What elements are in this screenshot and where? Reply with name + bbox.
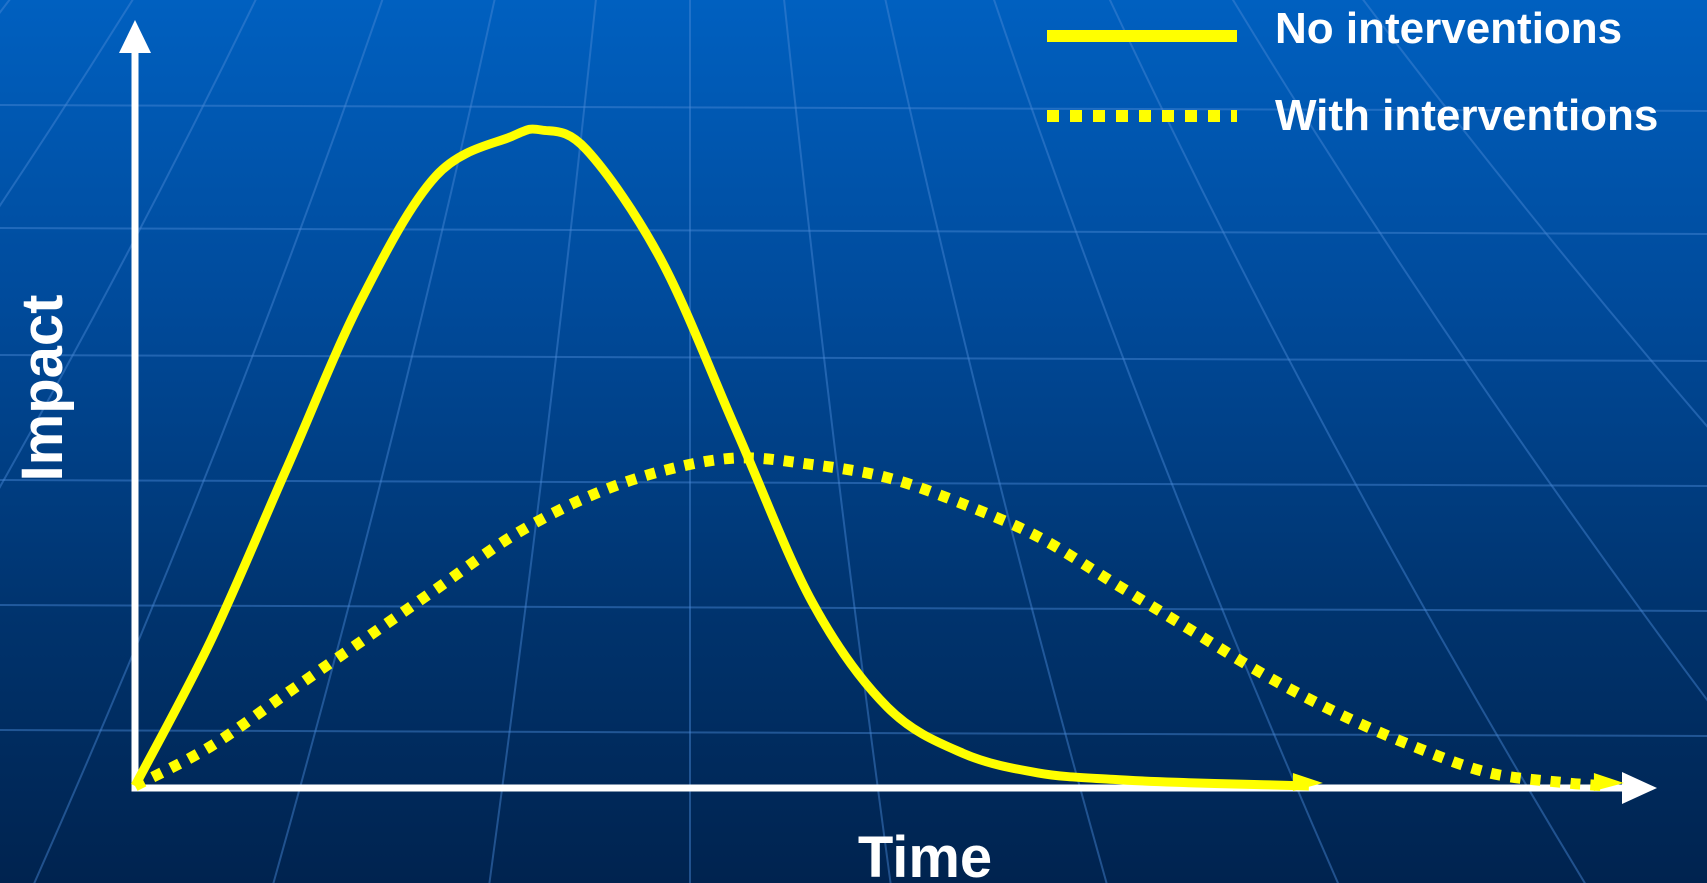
chart-axes [131, 44, 1629, 792]
series-line-with-interventions [132, 452, 1611, 792]
y-axis-label: Impact [10, 295, 75, 482]
y-axis-arrow-icon [119, 20, 151, 53]
legend-label-with-interventions: With interventions [1275, 91, 1658, 140]
series-line-no-interventions [131, 124, 1310, 791]
series-end-arrow-icon [1593, 773, 1624, 791]
series-end-arrow-icon [1292, 773, 1323, 791]
x-axis-arrow-icon [1622, 772, 1657, 804]
legend-label-no-interventions: No interventions [1275, 4, 1622, 53]
x-axis-label: Time [858, 825, 992, 883]
series-layer [131, 124, 1624, 792]
legend: No interventions With interventions [1047, 4, 1658, 140]
